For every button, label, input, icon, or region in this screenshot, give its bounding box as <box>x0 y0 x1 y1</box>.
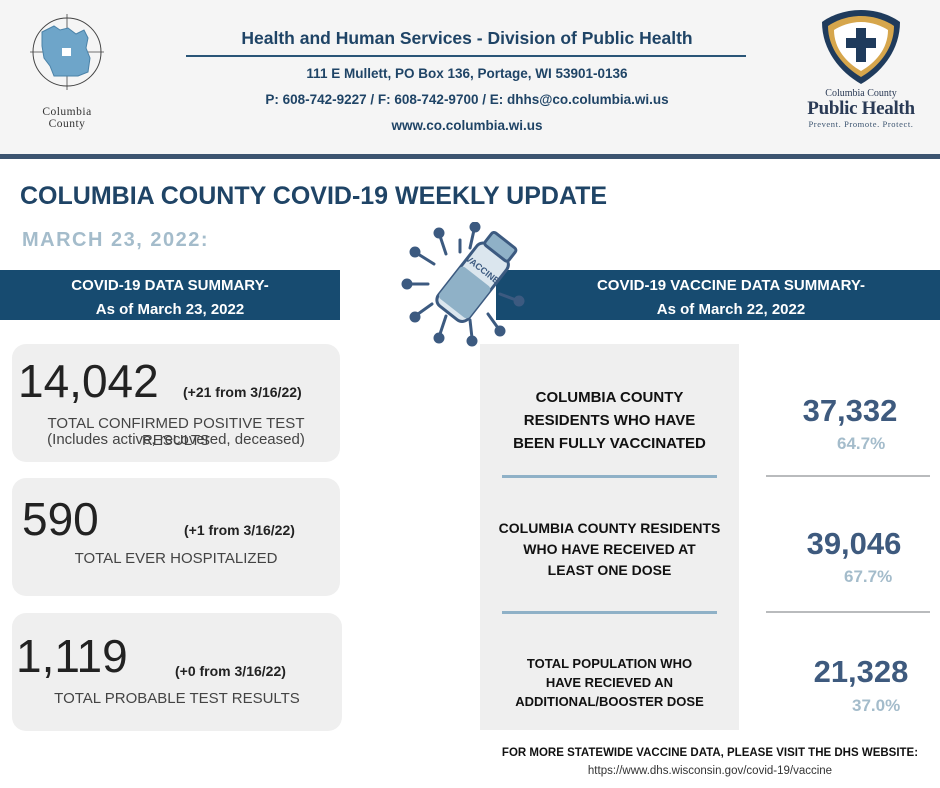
county-logo: Columbia County <box>22 14 122 134</box>
fully-vaccinated-label: COLUMBIA COUNTY RESIDENTS WHO HAVE BEEN … <box>480 386 739 455</box>
wisconsin-map-icon <box>30 14 104 90</box>
hospitalized-label: TOTAL EVER HOSPITALIZED <box>74 550 278 567</box>
hospitalized-change: (+1 from 3/16/22) <box>184 522 295 538</box>
stat-card-probable: 1,119 (+0 from 3/16/22) TOTAL PROBABLE T… <box>12 613 342 731</box>
fully-vaccinated-label-line2: RESIDENTS WHO HAVE <box>523 412 696 429</box>
ph-logo-county: Columbia County <box>825 88 897 99</box>
letterhead: Columbia County Health and Human Service… <box>0 0 940 158</box>
probable-change: (+0 from 3/16/22) <box>175 663 286 679</box>
stat-card-hospitalized: 590 (+1 from 3/16/22) TOTAL EVER HOSPITA… <box>12 478 340 596</box>
confirmed-cases-label: TOTAL CONFIRMED POSITIVE TEST RESULTS <box>47 415 305 449</box>
booster-label-line2: HAVE RECIEVED AN <box>545 675 674 690</box>
vaccine-summary-banner-line2: As of March 22, 2022 <box>656 301 806 318</box>
fully-vaccinated-percent: 64.7% <box>837 434 886 453</box>
value-divider <box>766 611 930 613</box>
report-date: MARCH 23, 2022: <box>22 229 210 251</box>
one-dose-value: 39,046 <box>806 526 902 561</box>
vaccine-summary-banner: COVID-19 VACCINE DATA SUMMARY- As of Mar… <box>496 270 940 320</box>
one-dose-percent: 67.7% <box>844 567 893 586</box>
booster-percent: 37.0% <box>852 696 901 715</box>
department-address: 111 E Mullett, PO Box 136, Portage, WI 5… <box>306 66 628 81</box>
county-logo-text: Columbia County <box>22 106 112 130</box>
fully-vaccinated-value: 37,332 <box>802 393 898 428</box>
county-logo-line2: County <box>48 118 86 130</box>
one-dose-label-line1: COLUMBIA COUNTY RESIDENTS <box>498 520 721 536</box>
confirmed-cases-value: 14,042 <box>18 355 159 407</box>
header-divider <box>0 154 940 159</box>
shield-cross-icon <box>822 10 900 84</box>
data-summary-banner: COVID-19 DATA SUMMARY- As of March 23, 2… <box>0 270 340 320</box>
booster-value: 21,328 <box>813 654 909 689</box>
one-dose-label-line3: LEAST ONE DOSE <box>547 562 672 578</box>
one-dose-label-line2: WHO HAVE RECEIVED AT <box>523 541 696 557</box>
dhs-website-link[interactable]: https://www.dhs.wisconsin.gov/covid-19/v… <box>587 765 833 777</box>
department-title: Health and Human Services - Division of … <box>241 28 693 48</box>
one-dose-label: COLUMBIA COUNTY RESIDENTS WHO HAVE RECEI… <box>480 518 739 581</box>
page-title: COLUMBIA COUNTY COVID-19 WEEKLY UPDATE <box>20 182 608 210</box>
vaccine-vial-icon: VACCINE <box>400 221 530 347</box>
booster-label-line3: ADDITIONAL/BOOSTER DOSE <box>515 694 704 709</box>
vaccine-summary-banner-line1: COVID-19 VACCINE DATA SUMMARY- <box>596 277 866 294</box>
booster-label-line1: TOTAL POPULATION WHO <box>526 656 693 671</box>
hospitalized-value: 590 <box>22 493 99 545</box>
probable-value: 1,119 <box>16 630 128 682</box>
county-logo-line1: Columbia <box>42 106 92 118</box>
ph-logo-name: Public Health <box>807 98 915 119</box>
data-summary-banner-line1: COVID-19 DATA SUMMARY- <box>71 277 269 294</box>
confirmed-cases-change: (+21 from 3/16/22) <box>183 384 302 400</box>
department-website[interactable]: www.co.columbia.wi.us <box>391 118 543 133</box>
booster-label: TOTAL POPULATION WHO HAVE RECIEVED AN AD… <box>480 654 739 711</box>
department-contact: P: 608-742-9227 / F: 608-742-9700 / E: d… <box>265 92 669 107</box>
stat-card-confirmed: 14,042 (+21 from 3/16/22) TOTAL CONFIRME… <box>12 344 340 462</box>
confirmed-cases-sublabel: (Includes active, recovered, deceased) <box>47 431 305 448</box>
public-health-logo: Columbia County Public Health Prevent. P… <box>796 8 926 138</box>
data-summary-banner-line2: As of March 23, 2022 <box>95 301 245 318</box>
ph-logo-tagline: Prevent. Promote. Protect. <box>808 119 914 129</box>
value-divider <box>766 475 930 477</box>
dhs-website-note: FOR MORE STATEWIDE VACCINE DATA, PLEASE … <box>501 747 919 759</box>
title-underline <box>186 55 746 57</box>
fully-vaccinated-label-line1: COLUMBIA COUNTY <box>535 389 684 406</box>
probable-label: TOTAL PROBABLE TEST RESULTS <box>54 690 300 707</box>
vaccine-panel-divider <box>502 611 717 614</box>
vaccine-panel-divider <box>502 475 717 478</box>
fully-vaccinated-label-line3: BEEN FULLY VACCINATED <box>513 435 706 452</box>
vaccine-stats-panel: COLUMBIA COUNTY RESIDENTS WHO HAVE BEEN … <box>480 344 739 730</box>
